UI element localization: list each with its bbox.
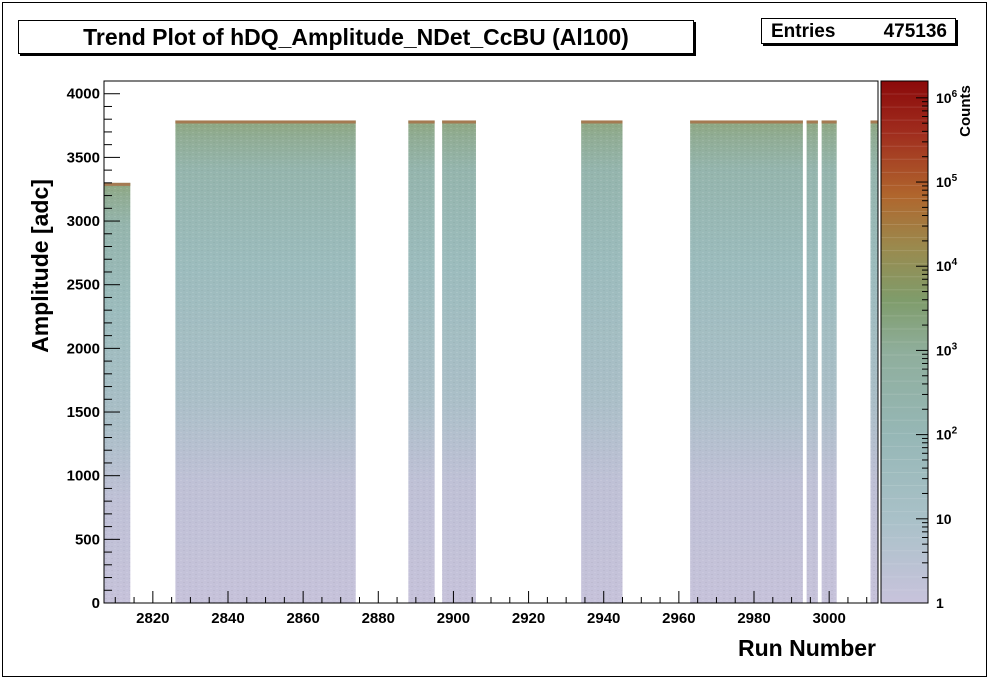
x-tick-label-2980: 2980 bbox=[737, 610, 770, 627]
stats-box: Entries 475136 bbox=[761, 18, 956, 44]
data-band-texture-6 bbox=[806, 120, 818, 603]
y-tick-label-2000: 2000 bbox=[67, 340, 100, 357]
y-tick-label-3500: 3500 bbox=[67, 149, 100, 166]
stats-entries-label: Entries bbox=[771, 21, 836, 42]
data-band-top-3 bbox=[442, 120, 476, 124]
data-band-texture-2 bbox=[408, 120, 435, 603]
x-tick-label-2940: 2940 bbox=[587, 610, 620, 627]
z-tick-exponent-5: 5 bbox=[952, 173, 958, 184]
z-tick-label-3: 103 bbox=[936, 341, 958, 358]
z-tick-exponent-6: 6 bbox=[952, 89, 958, 100]
data-band-texture-5 bbox=[690, 120, 803, 603]
color-scale-bar bbox=[881, 81, 928, 603]
x-tick-label-2880: 2880 bbox=[362, 610, 395, 627]
y-axis-label: Amplitude [adc] bbox=[27, 179, 53, 353]
y-tick-label-500: 500 bbox=[75, 531, 100, 548]
z-tick-label-1: 10 bbox=[936, 511, 952, 527]
z-tick-label-2: 102 bbox=[936, 426, 958, 443]
x-tick-label-2820: 2820 bbox=[136, 610, 169, 627]
y-tick-label-1500: 1500 bbox=[67, 404, 100, 421]
y-tick-label-4000: 4000 bbox=[67, 86, 100, 103]
color-scale: 1 10 102 103 104 105 106 bbox=[880, 80, 958, 611]
data-band-top-1 bbox=[175, 120, 356, 124]
chart-title-box: Trend Plot of hDQ_Amplitude_NDet_CcBU (A… bbox=[18, 20, 694, 54]
data-layer bbox=[104, 120, 878, 604]
x-tick-label-2840: 2840 bbox=[211, 610, 244, 627]
z-axis-label: Counts bbox=[957, 85, 974, 137]
chart-title: Trend Plot of hDQ_Amplitude_NDet_CcBU (A… bbox=[83, 23, 629, 50]
y-axis: 0 500 1000 1500 2000 2500 3000 3500 4000 bbox=[67, 80, 120, 612]
data-band-top-0 bbox=[104, 182, 131, 186]
data-band-texture-1 bbox=[175, 120, 356, 603]
data-band-texture-8 bbox=[870, 120, 878, 603]
stats-entries-value: 475136 bbox=[883, 21, 947, 42]
data-band-texture-0 bbox=[104, 182, 131, 604]
z-tick-exponent-2: 2 bbox=[952, 426, 958, 437]
data-band-top-6 bbox=[806, 120, 818, 124]
x-tick-label-2860: 2860 bbox=[286, 610, 319, 627]
x-tick-label-2900: 2900 bbox=[437, 610, 470, 627]
y-tick-label-0: 0 bbox=[92, 595, 100, 612]
data-band-top-7 bbox=[821, 120, 837, 124]
data-band-texture-4 bbox=[581, 120, 623, 603]
z-tick-label-6: 106 bbox=[936, 89, 958, 106]
z-tick-exponent-4: 4 bbox=[952, 257, 958, 268]
x-tick-label-3000: 3000 bbox=[812, 610, 845, 627]
y-tick-label-1000: 1000 bbox=[67, 468, 100, 485]
x-axis: 2820 2840 2860 2880 2900 2920 2940 2960 2980 3000 bbox=[114, 591, 868, 627]
x-tick-label-2960: 2960 bbox=[662, 610, 695, 627]
z-tick-label-5: 105 bbox=[936, 173, 958, 190]
y-tick-label-2500: 2500 bbox=[67, 277, 100, 294]
z-tick-label-4: 104 bbox=[936, 257, 958, 274]
data-band-texture-3 bbox=[442, 120, 476, 603]
z-tick-label-0: 1 bbox=[936, 595, 944, 611]
data-band-texture-7 bbox=[821, 120, 837, 603]
data-band-top-4 bbox=[581, 120, 623, 124]
data-band-top-5 bbox=[690, 120, 803, 124]
x-tick-label-2920: 2920 bbox=[512, 610, 545, 627]
data-band-top-8 bbox=[870, 120, 878, 124]
x-axis-label: Run Number bbox=[738, 635, 876, 661]
color-scale-frame bbox=[880, 80, 929, 604]
z-tick-exponent-3: 3 bbox=[952, 341, 958, 352]
y-tick-label-3000: 3000 bbox=[67, 213, 100, 230]
data-band-top-2 bbox=[408, 120, 435, 124]
